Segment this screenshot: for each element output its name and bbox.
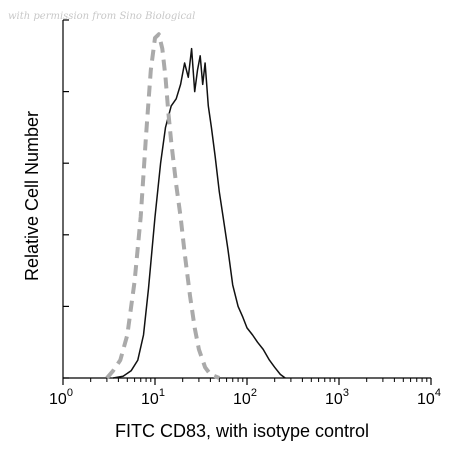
isotype-control-curve [105,32,221,380]
x-axis-title: FITC CD83, with isotype control [115,421,369,441]
x-tick-label: 101 [141,387,165,408]
y-axis-title: Relative Cell Number [22,111,42,281]
x-tick-label: 102 [233,387,257,408]
cd83-curve [112,47,286,379]
watermark: with permission from Sino Biological [8,11,195,22]
plot-area: 100 101 102 103 104 [49,19,441,408]
x-tick-label: 104 [417,387,441,408]
x-tick-label: 100 [49,387,73,408]
x-tick-label: 103 [325,387,349,408]
